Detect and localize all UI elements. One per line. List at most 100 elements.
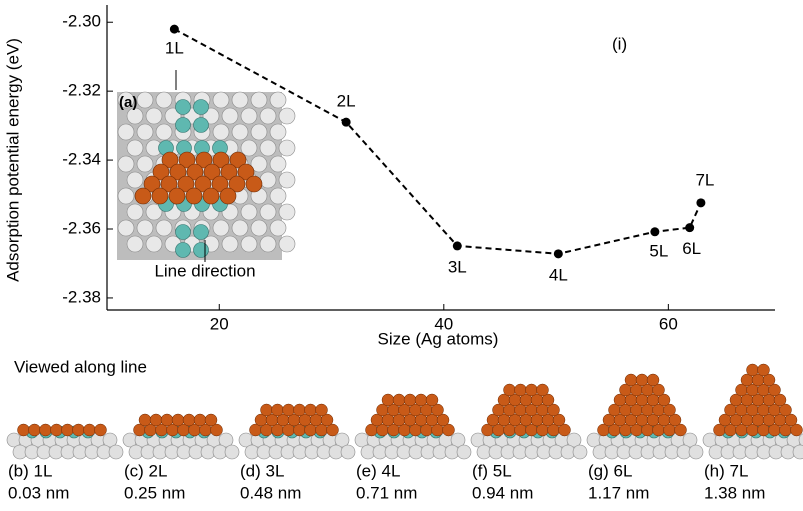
panel-cu-atom [647, 374, 659, 386]
inset-ag-atom [118, 220, 134, 236]
data-point [554, 249, 563, 258]
inset-ag-atom [279, 204, 295, 220]
panel-ag-atom [225, 445, 239, 459]
x-tick-label: 20 [210, 314, 229, 333]
panel-cu-atom [18, 424, 30, 436]
inset-teal-atom [194, 100, 209, 115]
panel-cu-atom [183, 414, 195, 426]
panel-cu-atom [504, 384, 516, 396]
panel-height: 1.38 nm [704, 483, 765, 502]
panel-cu-atom [194, 414, 206, 426]
inset-ag-atom [260, 236, 276, 252]
panel-cu-atom [526, 384, 538, 396]
panel-cu-atom [205, 414, 217, 426]
panel-cu-atom [283, 404, 295, 416]
inset-ag-atom [279, 236, 295, 252]
panel-label: (b) 1L [8, 461, 52, 480]
inset-ag-atom [222, 108, 238, 124]
panel-cu-atom [139, 414, 151, 426]
panel: (c) 2L0.25 nm [123, 380, 239, 502]
inset-cu-atom [169, 188, 185, 204]
data-point [170, 25, 179, 34]
panel-cu-atom [382, 394, 394, 406]
panel: (f) 5L0.94 nm [471, 380, 587, 502]
inset-ag-atom [118, 156, 134, 172]
inset-ag-atom [260, 108, 276, 124]
inset-cu-atom [246, 176, 262, 192]
panel: (e) 4L 0.71 nm [355, 380, 471, 502]
panel-cu-atom [51, 424, 63, 436]
inset-ag-atom [251, 92, 267, 108]
inset-ag-atom [118, 188, 134, 204]
panel-ag-atom [689, 445, 703, 459]
panel-cu-atom [272, 404, 284, 416]
panel-cu-atom [393, 394, 405, 406]
panel-ag-atom [573, 445, 587, 459]
inset-cu-atom [203, 188, 219, 204]
panel-cu-atom [747, 364, 759, 376]
x-tick-label: 60 [659, 314, 678, 333]
panel-ag-atom [109, 445, 123, 459]
inset-teal-atom [194, 118, 209, 133]
inset-ag-atom [241, 108, 257, 124]
inset-teal-atom [176, 243, 191, 258]
inset-ag-atom [137, 124, 153, 140]
panel-cu-atom [29, 424, 41, 436]
inset-ag-atom [156, 220, 172, 236]
panel-cu-atom [294, 404, 306, 416]
inset-ag-atom [270, 188, 286, 204]
panel-ag-atom [341, 445, 355, 459]
inset-ag-atom [279, 140, 295, 156]
inset-ag-atom [146, 236, 162, 252]
inset-ag-atom [241, 204, 257, 220]
inset-cu-atom [152, 188, 168, 204]
panel-height: 0.71 nm [356, 483, 417, 502]
panel-height: 0.48 nm [240, 483, 301, 502]
inset-ag-atom [213, 124, 229, 140]
panel-cu-atom [636, 374, 648, 386]
y-axis-label: Adsorption potential energy (eV) [3, 38, 22, 282]
inset-ag-atom [222, 236, 238, 252]
panel-cu-atom [40, 424, 52, 436]
panel-label: (g) 6L [588, 461, 632, 480]
inset-teal-atom [194, 243, 209, 258]
panel-label: (c) 2L [124, 461, 167, 480]
inset-teal-atom [176, 100, 191, 115]
y-tick-label: -2.30 [62, 12, 101, 31]
panel-height: 0.94 nm [472, 483, 533, 502]
panel-cu-atom [73, 424, 85, 436]
data-point [453, 241, 462, 250]
point-label: 6L [682, 239, 701, 258]
y-tick-label: -2.32 [62, 81, 101, 100]
panel: (d) 3L0.48 nm [239, 380, 355, 502]
inset-ag-atom [137, 156, 153, 172]
inset-ag-atom [213, 92, 229, 108]
panel-label: (h) 7L [704, 461, 748, 480]
y-tick-label: -2.38 [62, 287, 101, 306]
panel-cu-atom [316, 404, 328, 416]
inset-ag-atom [127, 236, 143, 252]
inset-ag-atom [232, 124, 248, 140]
inset-ag-atom [156, 124, 172, 140]
panel-cu-atom [415, 394, 427, 406]
panel-cu-atom [172, 414, 184, 426]
inset-caption: Line direction [154, 261, 255, 280]
panel-cu-atom [537, 384, 549, 396]
inset-ag-atom [270, 124, 286, 140]
data-point [342, 118, 351, 127]
panel-cu-atom [261, 404, 273, 416]
inset-ag-atom [241, 236, 257, 252]
inset-ag-atom [137, 220, 153, 236]
inset-ag-atom [260, 172, 276, 188]
data-point [696, 198, 705, 207]
panel-label: (e) 4L [356, 461, 400, 480]
panel-ag-atom [457, 445, 471, 459]
panel-cu-atom [426, 394, 438, 406]
y-tick-label: -2.34 [62, 150, 101, 169]
inset-cu-atom [186, 188, 202, 204]
inset-teal-atom [176, 225, 191, 240]
inset-ag-atom [241, 140, 257, 156]
inset-ag-atom [127, 172, 143, 188]
panel-cu-atom [161, 414, 173, 426]
data-point [650, 227, 659, 236]
